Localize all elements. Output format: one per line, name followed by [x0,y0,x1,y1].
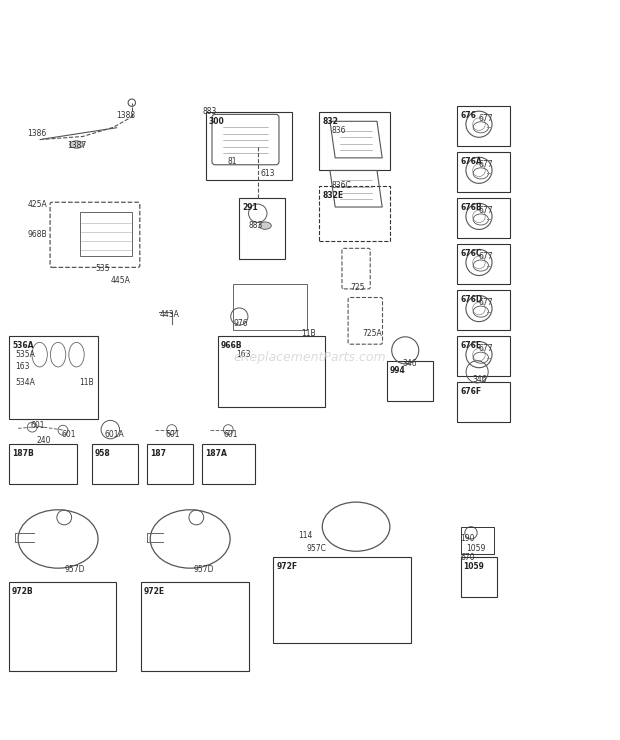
Text: 163: 163 [15,363,30,371]
Text: 443A: 443A [159,310,179,319]
Text: 1387: 1387 [68,141,87,150]
Text: 958: 958 [95,448,111,457]
Text: 966B: 966B [221,341,242,350]
Text: 677: 677 [479,160,494,169]
Text: 725: 725 [350,283,365,292]
Text: 677: 677 [479,113,494,123]
Text: 601: 601 [224,430,239,439]
Text: 957D: 957D [193,565,214,574]
Bar [319,186,390,241]
Text: 972B: 972B [12,587,33,596]
Text: 994: 994 [390,366,405,374]
Text: 190: 190 [461,534,475,543]
Text: 187B: 187B [12,448,33,457]
Bar [79,212,132,256]
Text: 883: 883 [203,107,217,116]
Text: eReplacementParts.com: eReplacementParts.com [234,352,386,364]
Text: 677: 677 [479,344,494,353]
Bar [92,444,138,484]
Bar [206,112,291,180]
Text: 535A: 535A [15,350,35,359]
Text: 535: 535 [95,264,110,273]
Bar [233,284,307,330]
Text: 601: 601 [61,430,76,439]
Text: 832E: 832E [322,191,343,200]
Text: 613: 613 [261,169,275,178]
Text: 725A: 725A [362,329,382,337]
Text: 601: 601 [166,430,180,439]
Text: 836: 836 [332,126,346,135]
Text: 1386: 1386 [27,129,46,138]
Bar [387,361,433,401]
Bar [319,112,390,170]
Text: 836C: 836C [332,181,352,190]
Text: 163: 163 [236,350,250,359]
Text: 240: 240 [37,436,51,445]
Bar [203,444,255,484]
Text: 676A: 676A [461,157,482,166]
Text: 957D: 957D [64,565,85,574]
Text: 676: 676 [461,111,476,120]
Bar [458,336,510,376]
Text: 677: 677 [479,298,494,307]
Text: 968B: 968B [27,230,47,239]
Bar [9,444,76,484]
Text: 534A: 534A [15,378,35,387]
Text: 676B: 676B [461,203,482,212]
Text: 536A: 536A [12,341,33,350]
Text: 1388: 1388 [117,110,136,119]
Text: 676D: 676D [461,295,483,304]
Text: 957C: 957C [307,544,327,553]
Text: 677: 677 [479,252,494,260]
Ellipse shape [70,141,83,148]
Bar [141,582,249,671]
Text: 676C: 676C [461,249,482,258]
Ellipse shape [259,222,272,229]
Bar [218,336,326,407]
Text: 676F: 676F [461,387,482,396]
Bar [239,198,285,260]
Bar [9,582,117,671]
Bar [461,557,497,597]
Bar [147,444,193,484]
Text: 676E: 676E [461,341,482,350]
Text: 445A: 445A [110,277,130,286]
Bar [458,383,510,423]
Bar [273,557,412,643]
Bar [458,244,510,284]
Bar [458,106,510,146]
Bar [458,290,510,330]
Text: 11B: 11B [301,329,316,337]
Text: 1059: 1059 [464,562,484,571]
Text: 425A: 425A [27,200,47,209]
Text: 187A: 187A [206,448,228,457]
Bar [458,152,510,192]
Bar [461,527,494,554]
Text: 291: 291 [242,203,258,212]
Text: 976: 976 [233,320,248,329]
Text: 346: 346 [473,374,487,384]
Text: 972E: 972E [144,587,165,596]
Text: 300: 300 [208,117,224,126]
Text: 677: 677 [479,206,494,215]
Text: 346: 346 [402,360,417,369]
Text: 187: 187 [150,448,166,457]
Text: 883: 883 [249,221,263,230]
Bar [9,336,98,419]
Text: 11B: 11B [79,378,94,387]
Text: 972F: 972F [276,562,298,571]
Text: 832: 832 [322,117,338,126]
Text: 601A: 601A [104,430,124,439]
Text: 670: 670 [461,553,475,562]
Text: 601: 601 [30,421,45,430]
Text: 81: 81 [227,157,237,166]
Text: 1059: 1059 [467,544,486,553]
Bar [458,198,510,238]
Text: 114: 114 [298,531,312,540]
